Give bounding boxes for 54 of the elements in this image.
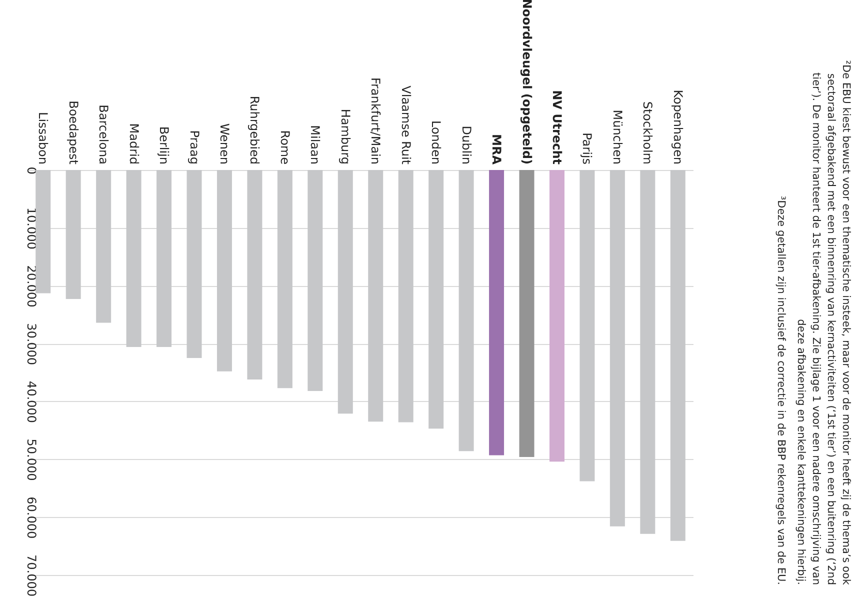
bar [519,170,534,457]
x-tick-label: Noordvleugel (opgeteld) [520,0,534,164]
bar [368,170,384,422]
x-tick-label: NV Utrecht [550,90,564,165]
x-tick-label: Milaan [308,125,322,164]
bar [247,170,262,380]
y-tick-label: 0 [24,166,38,174]
text: ²De EBU kiest bewust voor een thematische insteek, maar voor de monitor heeft zij de thema’s ook sectoraal afgebakend met een binnenring van kernactiviteiten (‘1st tier’) en een buitenring (‘2nd tier’). De monitor hanteert de 1st tier-afbakening. Zie bijlage 1 voor een nadere omschrijving van deze afbakening en enkele kanttekeningen hierbij. [795,60,852,586]
bar [126,170,142,348]
bar [580,170,595,482]
x-tick-label: Hamburg [338,108,352,164]
x-tick-label: Frankfurt/Main [368,77,383,164]
bar [156,170,172,348]
y-tick-label: 60.000 [24,496,38,539]
x-tick-label: Lissabon [36,112,50,164]
bar [66,170,81,300]
x-tick-label: Dublin [459,126,474,164]
x-tick-label: Stockholm [640,101,655,164]
y-tick-label: 30.000 [24,323,38,366]
bar [610,170,625,526]
x-tick-label: Boedapest [66,100,80,165]
x-tick-label: Berlijn [157,126,172,164]
text: ³Deze getallen zijn inclusief de correctie in de BBP rekenregels van de EU. [775,196,787,585]
bar [428,170,444,429]
bar [96,170,112,323]
y-tick-label: 10.000 [24,207,38,250]
x-tick-label: Parijs [580,132,594,164]
x-tick-label: Barcelona [96,104,111,164]
x-tick-label: Rome [278,130,292,164]
bar [186,170,202,358]
bar [398,170,414,422]
bar [216,170,232,372]
y-tick-label: 70.000 [24,554,38,596]
bar [670,170,686,541]
x-tick-label: Vlaamse Ruit [398,86,413,165]
x-tick-label: MRA [490,134,504,166]
bar [640,170,656,534]
bar [549,170,564,462]
bar [338,170,353,414]
bar [36,170,51,294]
x-tick-label: Kopenhagen [670,90,685,164]
bar [489,170,504,456]
x-tick-label: Praag [187,130,202,164]
bar [277,170,292,388]
x-tick-label: Ruhrgebied [248,96,262,164]
bar [458,170,474,452]
y-tick-label: 40.000 [24,380,38,423]
x-tick-label: München [610,110,624,164]
x-tick-label: Wenen [217,123,232,164]
y-tick-label: 20.000 [24,265,38,308]
bar [308,170,323,392]
y-tick-label: 50.000 [24,438,38,481]
x-tick-label: Londen [429,120,444,164]
x-tick-label: Madrid [126,123,141,164]
